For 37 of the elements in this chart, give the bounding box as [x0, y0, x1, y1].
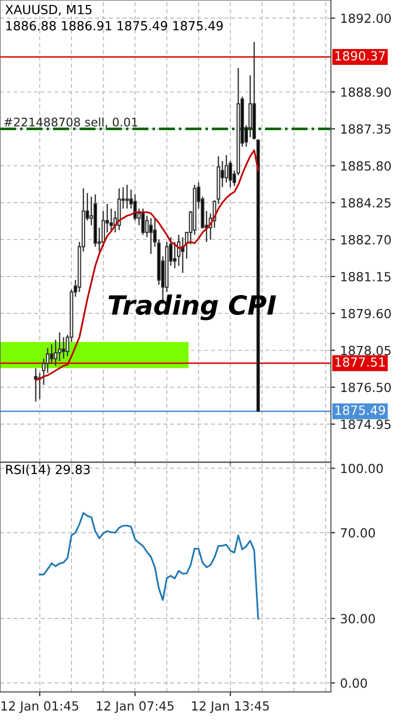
candlestick [62, 336, 66, 360]
candlestick [133, 194, 137, 222]
candlestick [149, 218, 153, 254]
ref-line-label: 1877.51 [336, 357, 385, 367]
y-tick-label: 1882.70 [341, 235, 391, 244]
y-tick-label: 1887.35 [341, 124, 391, 134]
candlestick [145, 215, 149, 238]
y-tick-label: 1888.90 [341, 87, 391, 97]
x-tick-label: 12 Jan 13:45 [192, 701, 269, 713]
candlestick [109, 208, 113, 231]
chart-title: RSI(14) 29.83 [6, 464, 90, 476]
candlestick [224, 154, 228, 184]
x-tick-label: 12 Jan 01:45 [2, 701, 78, 713]
candlestick [50, 344, 54, 364]
y-tick-label: 1885.80 [341, 161, 391, 171]
candlestick [58, 332, 62, 362]
chart-title: XAUUSD, M15 [5, 4, 92, 16]
y-tick-label: 1874.95 [341, 420, 391, 430]
x-tick-label: 12 Jan 07:45 [96, 701, 174, 713]
y-tick-label: 70.00 [340, 528, 375, 538]
ref-line-label: 1890.37 [336, 51, 385, 61]
candlestick [141, 208, 145, 236]
y-tick-label: 1879.60 [341, 308, 391, 318]
y-tick-label: 1878.05 [341, 346, 391, 356]
y-tick-label: 100.00 [341, 464, 383, 474]
ref-line-label: 1875.49 [336, 405, 386, 415]
y-tick-label: 1876.50 [341, 382, 391, 392]
y-tick-label: 1881.15 [341, 272, 391, 282]
y-tick-label: 1884.25 [341, 198, 391, 208]
candlestick [34, 368, 38, 402]
y-tick-label: 30.00 [340, 614, 375, 624]
ref-line-label: #221488708 sell, 0.01 [4, 117, 138, 128]
y-tick-label: 1892.00 [341, 14, 391, 24]
y-tick-label: 0.00 [340, 678, 367, 688]
text: 1886.88 1886.91 1875.49 1875.49 [6, 21, 223, 30]
candlestick [125, 184, 129, 210]
line-series [38, 512, 259, 620]
